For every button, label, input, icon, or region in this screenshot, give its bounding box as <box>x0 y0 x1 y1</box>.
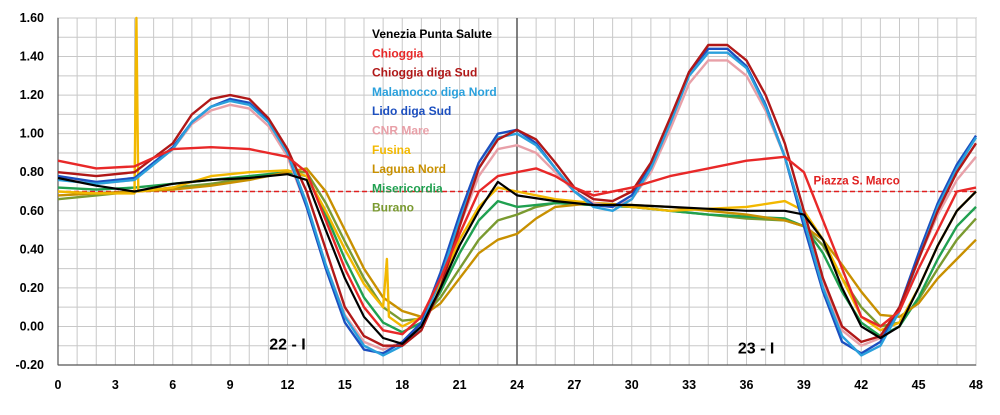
series-line-venezia-punta-salute <box>57 173 977 345</box>
y-tick-label: -0.20 <box>16 358 45 372</box>
x-tick-label: 27 <box>567 378 581 392</box>
legend-entry: Burano <box>372 201 414 215</box>
x-axis-tick-labels: 0 3 6 9 12 15 18 21 24 27 30 33 36 39 42 45 48 <box>55 378 983 392</box>
series-line-chioggia-diga-sud <box>57 43 978 347</box>
x-tick-label: 21 <box>453 378 467 392</box>
piazza-reference-label: Piazza S. Marco <box>813 176 899 188</box>
x-tick-label: 9 <box>227 378 234 392</box>
series-line-fusina <box>57 16 977 332</box>
legend-entry: Fusina <box>372 143 411 157</box>
y-tick-label: 1.60 <box>20 11 44 25</box>
legend-entry: Venezia Punta Salute <box>372 27 492 41</box>
legend-entry: Lido diga Sud <box>372 104 451 118</box>
legend-entry: Malamocco diga Nord <box>372 85 497 99</box>
day-label: 22 - I <box>269 337 305 354</box>
x-tick-label: 45 <box>912 378 926 392</box>
x-tick-label: 30 <box>625 378 639 392</box>
y-tick-label: 1.20 <box>20 88 44 102</box>
y-tick-label: 0.00 <box>20 319 44 333</box>
x-tick-label: 33 <box>682 378 696 392</box>
series-line-chioggia <box>57 146 977 336</box>
series-line-cnr-mare <box>57 59 977 351</box>
y-tick-label: 0.40 <box>20 242 44 256</box>
series-line-laguna-nord <box>57 167 977 318</box>
x-tick-label: 3 <box>112 378 119 392</box>
y-tick-label: 1.40 <box>20 50 44 64</box>
x-tick-label: 36 <box>740 378 754 392</box>
series-line-malamocco-diga-nord <box>57 51 978 357</box>
x-tick-label: 42 <box>854 378 868 392</box>
x-tick-label: 12 <box>281 378 295 392</box>
legend-entry: CNR Mare <box>372 124 430 138</box>
legend: Venezia Punta Salute Chioggia Chioggia dig… <box>372 27 497 215</box>
y-tick-label: 0.60 <box>20 204 44 218</box>
legend-entry: Chioggia <box>372 46 424 60</box>
y-tick-label: 0.80 <box>20 165 44 179</box>
y-tick-label: 1.00 <box>20 127 44 141</box>
legend-entry: Laguna Nord <box>372 162 446 176</box>
y-tick-label: 0.20 <box>20 281 44 295</box>
x-tick-label: 6 <box>169 378 176 392</box>
x-tick-label: 18 <box>395 378 409 392</box>
x-tick-label: 24 <box>510 378 524 392</box>
x-tick-label: 15 <box>338 378 352 392</box>
x-tick-label: 48 <box>969 378 983 392</box>
x-tick-label: 39 <box>797 378 811 392</box>
legend-entry: Chioggia diga Sud <box>372 66 477 80</box>
day-labels: 22 - I 23 - I <box>269 337 774 358</box>
legend-entry: Misericordia <box>372 181 443 195</box>
y-axis-tick-labels: -0.20 0.00 0.20 0.40 0.60 0.80 1.00 1.20 1.40 1.6… <box>16 11 45 372</box>
series-lines <box>57 16 978 357</box>
day-label: 23 - I <box>738 340 774 357</box>
x-tick-label: 0 <box>55 378 62 392</box>
